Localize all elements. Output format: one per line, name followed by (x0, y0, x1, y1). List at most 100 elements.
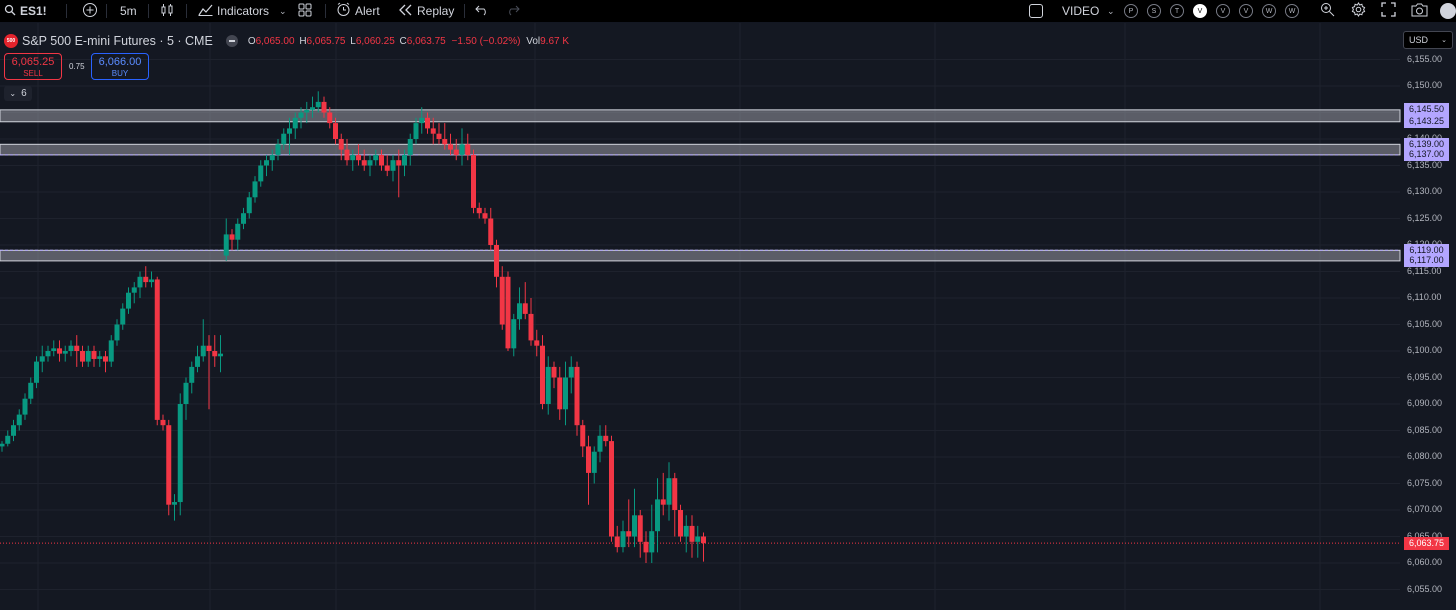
candle-body (322, 102, 327, 113)
candle-body (586, 446, 591, 473)
fullscreen-button[interactable] (1381, 0, 1396, 22)
candle-body (207, 346, 212, 351)
candle-body (258, 166, 263, 182)
candle-body (448, 144, 453, 149)
candle-body (316, 102, 321, 107)
sp500-logo: 500 (4, 34, 18, 48)
horizontal-zone-1 (0, 144, 1400, 155)
candle-body (120, 309, 125, 325)
publish-button[interactable] (1440, 0, 1456, 22)
candle-body (701, 537, 706, 544)
templates-button[interactable] (298, 0, 312, 22)
price-axis-label: 6,155.00 (1407, 54, 1442, 64)
layout-checkbox[interactable] (1029, 0, 1043, 22)
symbol-search-button[interactable]: ES1! (4, 0, 47, 22)
candle-body (103, 356, 108, 361)
candle-body (356, 155, 361, 160)
price-axis-label: 6,090.00 (1407, 398, 1442, 408)
candle-body (0, 444, 5, 447)
candle-body (684, 526, 689, 537)
chart-area[interactable] (0, 23, 1456, 610)
candle-body (362, 160, 367, 165)
toolbar-divider (148, 4, 149, 18)
buy-label: BUY (92, 68, 148, 80)
candle-body (419, 118, 424, 123)
quick-button-v-4[interactable]: V (1216, 4, 1230, 18)
quick-button-p-0[interactable]: P (1124, 4, 1138, 18)
video-chevron[interactable]: ⌄ (1107, 0, 1115, 22)
candle-body (552, 367, 557, 378)
interval-button[interactable]: 5m (120, 0, 137, 22)
video-label: VIDEO (1062, 4, 1099, 18)
quick-button-w-6[interactable]: W (1262, 4, 1276, 18)
fullscreen-icon (1381, 2, 1396, 20)
search-tool-button[interactable] (1320, 0, 1335, 22)
publish-icon (1440, 3, 1456, 19)
search-icon (4, 4, 16, 19)
video-menu-button[interactable]: VIDEO (1062, 0, 1099, 22)
quick-button-v-5[interactable]: V (1239, 4, 1253, 18)
level-price-tag: 6,137.00 (1404, 148, 1449, 161)
candle-body (51, 348, 56, 351)
candle-body (253, 181, 258, 197)
candle-body (672, 478, 677, 510)
candle-body (327, 113, 332, 124)
candle-body (155, 279, 160, 419)
compare-symbol-button[interactable] (82, 0, 98, 22)
candle-body (287, 128, 292, 133)
candle-body (540, 346, 545, 404)
sell-button[interactable]: 6,065.25 SELL (4, 53, 62, 80)
quick-button-w-7[interactable]: W (1285, 4, 1299, 18)
price-axis-label: 6,055.00 (1407, 584, 1442, 594)
alert-button[interactable]: Alert (336, 0, 380, 22)
buy-button[interactable]: 6,066.00 BUY (91, 53, 149, 80)
replay-button[interactable]: Replay (399, 0, 454, 22)
candle-body (178, 404, 183, 502)
candle-body (281, 134, 286, 145)
legend-collapse-button[interactable] (226, 35, 238, 47)
currency-select[interactable]: USD ⌄ (1403, 31, 1453, 49)
low-value: 6,060.25 (356, 36, 395, 47)
replay-label: Replay (417, 4, 454, 18)
snapshot-button[interactable] (1411, 0, 1428, 22)
redo-button[interactable] (506, 0, 520, 22)
symbol-legend: 500 S&P 500 E-mini Futures · 5 · CME O6,… (4, 33, 569, 49)
candle-body (17, 415, 22, 426)
volume-label: Vol (526, 36, 540, 47)
price-axis-label: 6,095.00 (1407, 372, 1442, 382)
undo-button[interactable] (475, 0, 489, 22)
candle-body (442, 139, 447, 144)
price-axis-label: 6,080.00 (1407, 451, 1442, 461)
candle-body (235, 224, 240, 240)
candle-body (46, 351, 51, 356)
candle-body (11, 425, 16, 436)
candle-body (569, 367, 574, 378)
level-price-tag: 6,117.00 (1404, 254, 1449, 267)
candle-body (270, 155, 275, 160)
candle-body (626, 531, 631, 536)
quick-button-v-3[interactable]: V (1193, 4, 1207, 18)
candlestick-chart[interactable] (0, 23, 1456, 610)
candle-body (425, 118, 430, 129)
candle-body (97, 356, 102, 359)
candle-body (690, 526, 695, 542)
candle-body (408, 139, 413, 155)
indicators-button[interactable]: Indicators ⌄ (198, 0, 287, 22)
settings-button[interactable] (1351, 0, 1366, 22)
candle-body (218, 354, 223, 357)
chart-type-button[interactable] (160, 0, 174, 22)
candle-body (615, 537, 620, 548)
horizontal-zone-0 (0, 110, 1400, 122)
candle-body (534, 340, 539, 345)
candle-body (437, 134, 442, 139)
legend-title: S&P 500 E-mini Futures · 5 · CME (22, 34, 213, 48)
candle-body (523, 303, 528, 314)
candle-body (74, 346, 79, 351)
candle-body (580, 425, 585, 446)
candle-body (195, 356, 200, 367)
high-value: 6,065.75 (307, 36, 346, 47)
quick-button-t-2[interactable]: T (1170, 4, 1184, 18)
indicators-toggle[interactable]: ⌄ 6 (4, 86, 32, 101)
quick-button-s-1[interactable]: S (1147, 4, 1161, 18)
gear-icon (1351, 2, 1366, 20)
